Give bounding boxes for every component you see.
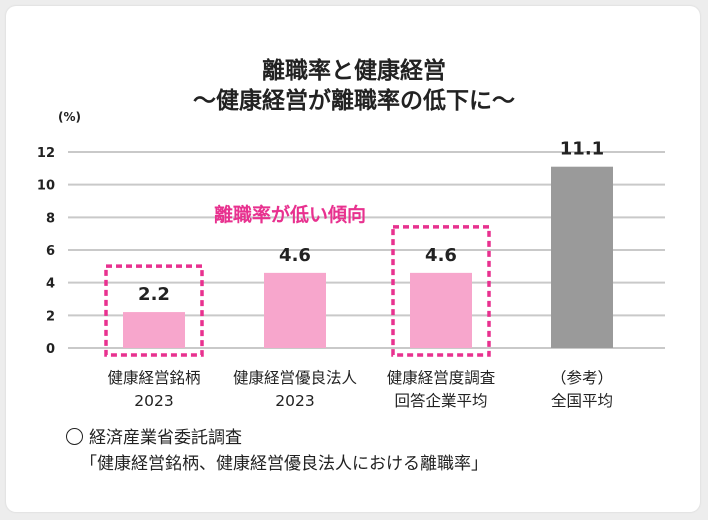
y-tick-label: 12 (37, 146, 55, 161)
y-tick-label: 0 (46, 342, 55, 357)
bar-value-label: 2.2 (138, 284, 170, 305)
caption-note: 「健康経営銘柄、健康経営優良法人における離職率」 (80, 454, 488, 474)
source-text: 経済産業省委託調査 (89, 428, 242, 448)
x-tick-label: 2023 (134, 392, 173, 410)
y-unit-label: (%) (58, 110, 81, 124)
chart-title: 離職率と健康経営 (262, 58, 446, 84)
x-tick-label: 2023 (275, 392, 314, 410)
x-tick-label: 健康経営度調査 (387, 369, 496, 387)
x-tick-label: （参考） (551, 369, 613, 387)
y-tick-label: 8 (46, 211, 55, 226)
y-tick-label: 6 (46, 244, 55, 259)
x-tick-label: 健康経営優良法人 (233, 369, 357, 387)
highlight-box (104, 264, 204, 357)
y-tick-label: 10 (37, 179, 55, 194)
x-tick-label: 健康経営銘柄 (107, 369, 200, 387)
bar (123, 312, 185, 348)
chart-subtitle: 〜健康経営が離職率の低下に〜 (193, 88, 515, 114)
y-tick-label: 4 (46, 277, 55, 292)
bar-value-label: 4.6 (425, 245, 457, 266)
highlight-box (391, 225, 491, 357)
annotation-label: 離職率が低い傾向 (214, 203, 366, 226)
circle-icon (66, 428, 83, 445)
bar (410, 272, 472, 348)
bar (264, 272, 326, 348)
bar (551, 166, 613, 348)
x-tick-label: 回答企業平均 (394, 392, 487, 410)
x-tick-label: 全国平均 (551, 392, 613, 410)
bar-value-label: 11.1 (560, 139, 604, 160)
source-note: 経済産業省委託調査 (66, 426, 242, 450)
y-tick-label: 2 (46, 309, 55, 324)
bar-value-label: 4.6 (279, 245, 311, 266)
